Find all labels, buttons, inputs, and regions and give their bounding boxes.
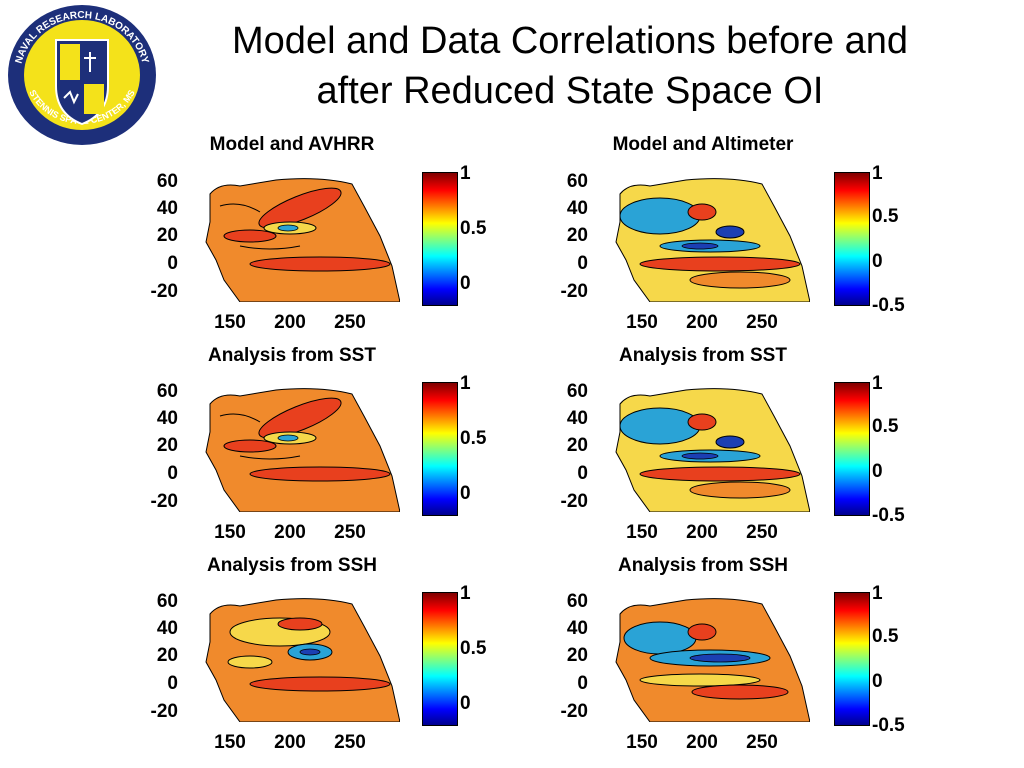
y-tick: 40 [566,618,588,639]
y-tick: 60 [566,591,588,612]
panel-title: Analysis from SSH [207,555,377,576]
nrl-logo: NAVAL RESEARCH LABORATORY STENNIS SPACE … [8,5,156,145]
colorbar-tick: 1 [460,373,471,394]
x-tick: 150 [626,732,658,753]
colorbar-tick: 0.5 [872,626,899,647]
colorbar [422,592,458,726]
colorbar [834,382,870,516]
correlation-map-model-altimeter [615,178,810,302]
y-tick: 20 [156,225,178,246]
y-tick: 60 [156,171,178,192]
y-tick: 0 [167,253,178,274]
correlation-map-analysis-sst [205,388,400,512]
colorbar-tick: 0 [460,483,471,504]
colorbar-tick: 0 [460,693,471,714]
y-tick: 40 [566,408,588,429]
x-tick: 200 [274,522,306,543]
y-tick: 0 [577,253,588,274]
correlation-map-analysis-ssh-altimeter [615,598,810,722]
x-tick: 200 [686,732,718,753]
colorbar-tick: 0 [872,251,883,272]
panel-title: Analysis from SST [619,345,787,366]
x-tick: 250 [746,312,778,333]
panel-title: Analysis from SSH [618,555,788,576]
y-tick: 20 [566,645,588,666]
colorbar-tick: 0.5 [872,206,899,227]
y-tick: 20 [566,435,588,456]
correlation-map-model-avhrr [205,178,400,302]
y-tick: 20 [156,435,178,456]
colorbar-tick: -0.5 [872,505,905,526]
colorbar-tick: 1 [460,583,471,604]
y-tick: -20 [150,281,178,302]
y-tick: -20 [560,281,588,302]
y-tick: 40 [566,198,588,219]
y-tick: 60 [566,171,588,192]
slide-title-line-2: after Reduced State Space OI [316,70,824,112]
colorbar [422,172,458,306]
colorbar [422,382,458,516]
y-tick: 0 [577,463,588,484]
y-tick: 60 [156,381,178,402]
y-tick: 40 [156,618,178,639]
colorbar-tick: 1 [460,163,471,184]
x-tick: 250 [334,732,366,753]
colorbar [834,172,870,306]
colorbar-tick: 1 [872,583,883,604]
colorbar [834,592,870,726]
x-tick: 200 [274,312,306,333]
x-tick: 150 [214,522,246,543]
x-tick: 250 [334,522,366,543]
x-tick: 200 [274,732,306,753]
colorbar-tick: 1 [872,163,883,184]
y-tick: -20 [150,701,178,722]
colorbar-tick: 0 [872,461,883,482]
y-tick: 0 [167,463,178,484]
x-tick: 150 [214,732,246,753]
panel-title: Analysis from SST [208,345,376,366]
colorbar-tick: 0 [460,273,471,294]
colorbar-tick: 0.5 [460,428,487,449]
colorbar-tick: 0.5 [460,638,487,659]
x-tick: 250 [746,522,778,543]
y-tick: 0 [167,673,178,694]
panel-title: Model and AVHRR [209,134,375,155]
y-tick: 60 [156,591,178,612]
colorbar-tick: 0 [872,671,883,692]
slide-title-line-1: Model and Data Correlations before and [232,20,908,62]
y-tick: -20 [150,491,178,512]
y-tick: 20 [156,645,178,666]
colorbar-tick: 1 [872,373,883,394]
y-tick: -20 [560,491,588,512]
x-tick: 250 [746,732,778,753]
correlation-map-analysis-sst-altimeter [615,388,810,512]
x-tick: 150 [626,522,658,543]
colorbar-tick: -0.5 [872,715,905,736]
y-tick: 0 [577,673,588,694]
x-tick: 150 [214,312,246,333]
colorbar-tick: -0.5 [872,295,905,316]
y-tick: 20 [566,225,588,246]
y-tick: 60 [566,381,588,402]
x-tick: 200 [686,312,718,333]
x-tick: 200 [686,522,718,543]
y-tick: -20 [560,701,588,722]
panel-title: Model and Altimeter [612,134,794,155]
y-tick: 40 [156,198,178,219]
colorbar-tick: 0.5 [872,416,899,437]
x-tick: 250 [334,312,366,333]
x-tick: 150 [626,312,658,333]
correlation-map-analysis-ssh [205,598,400,722]
colorbar-tick: 0.5 [460,218,487,239]
y-tick: 40 [156,408,178,429]
